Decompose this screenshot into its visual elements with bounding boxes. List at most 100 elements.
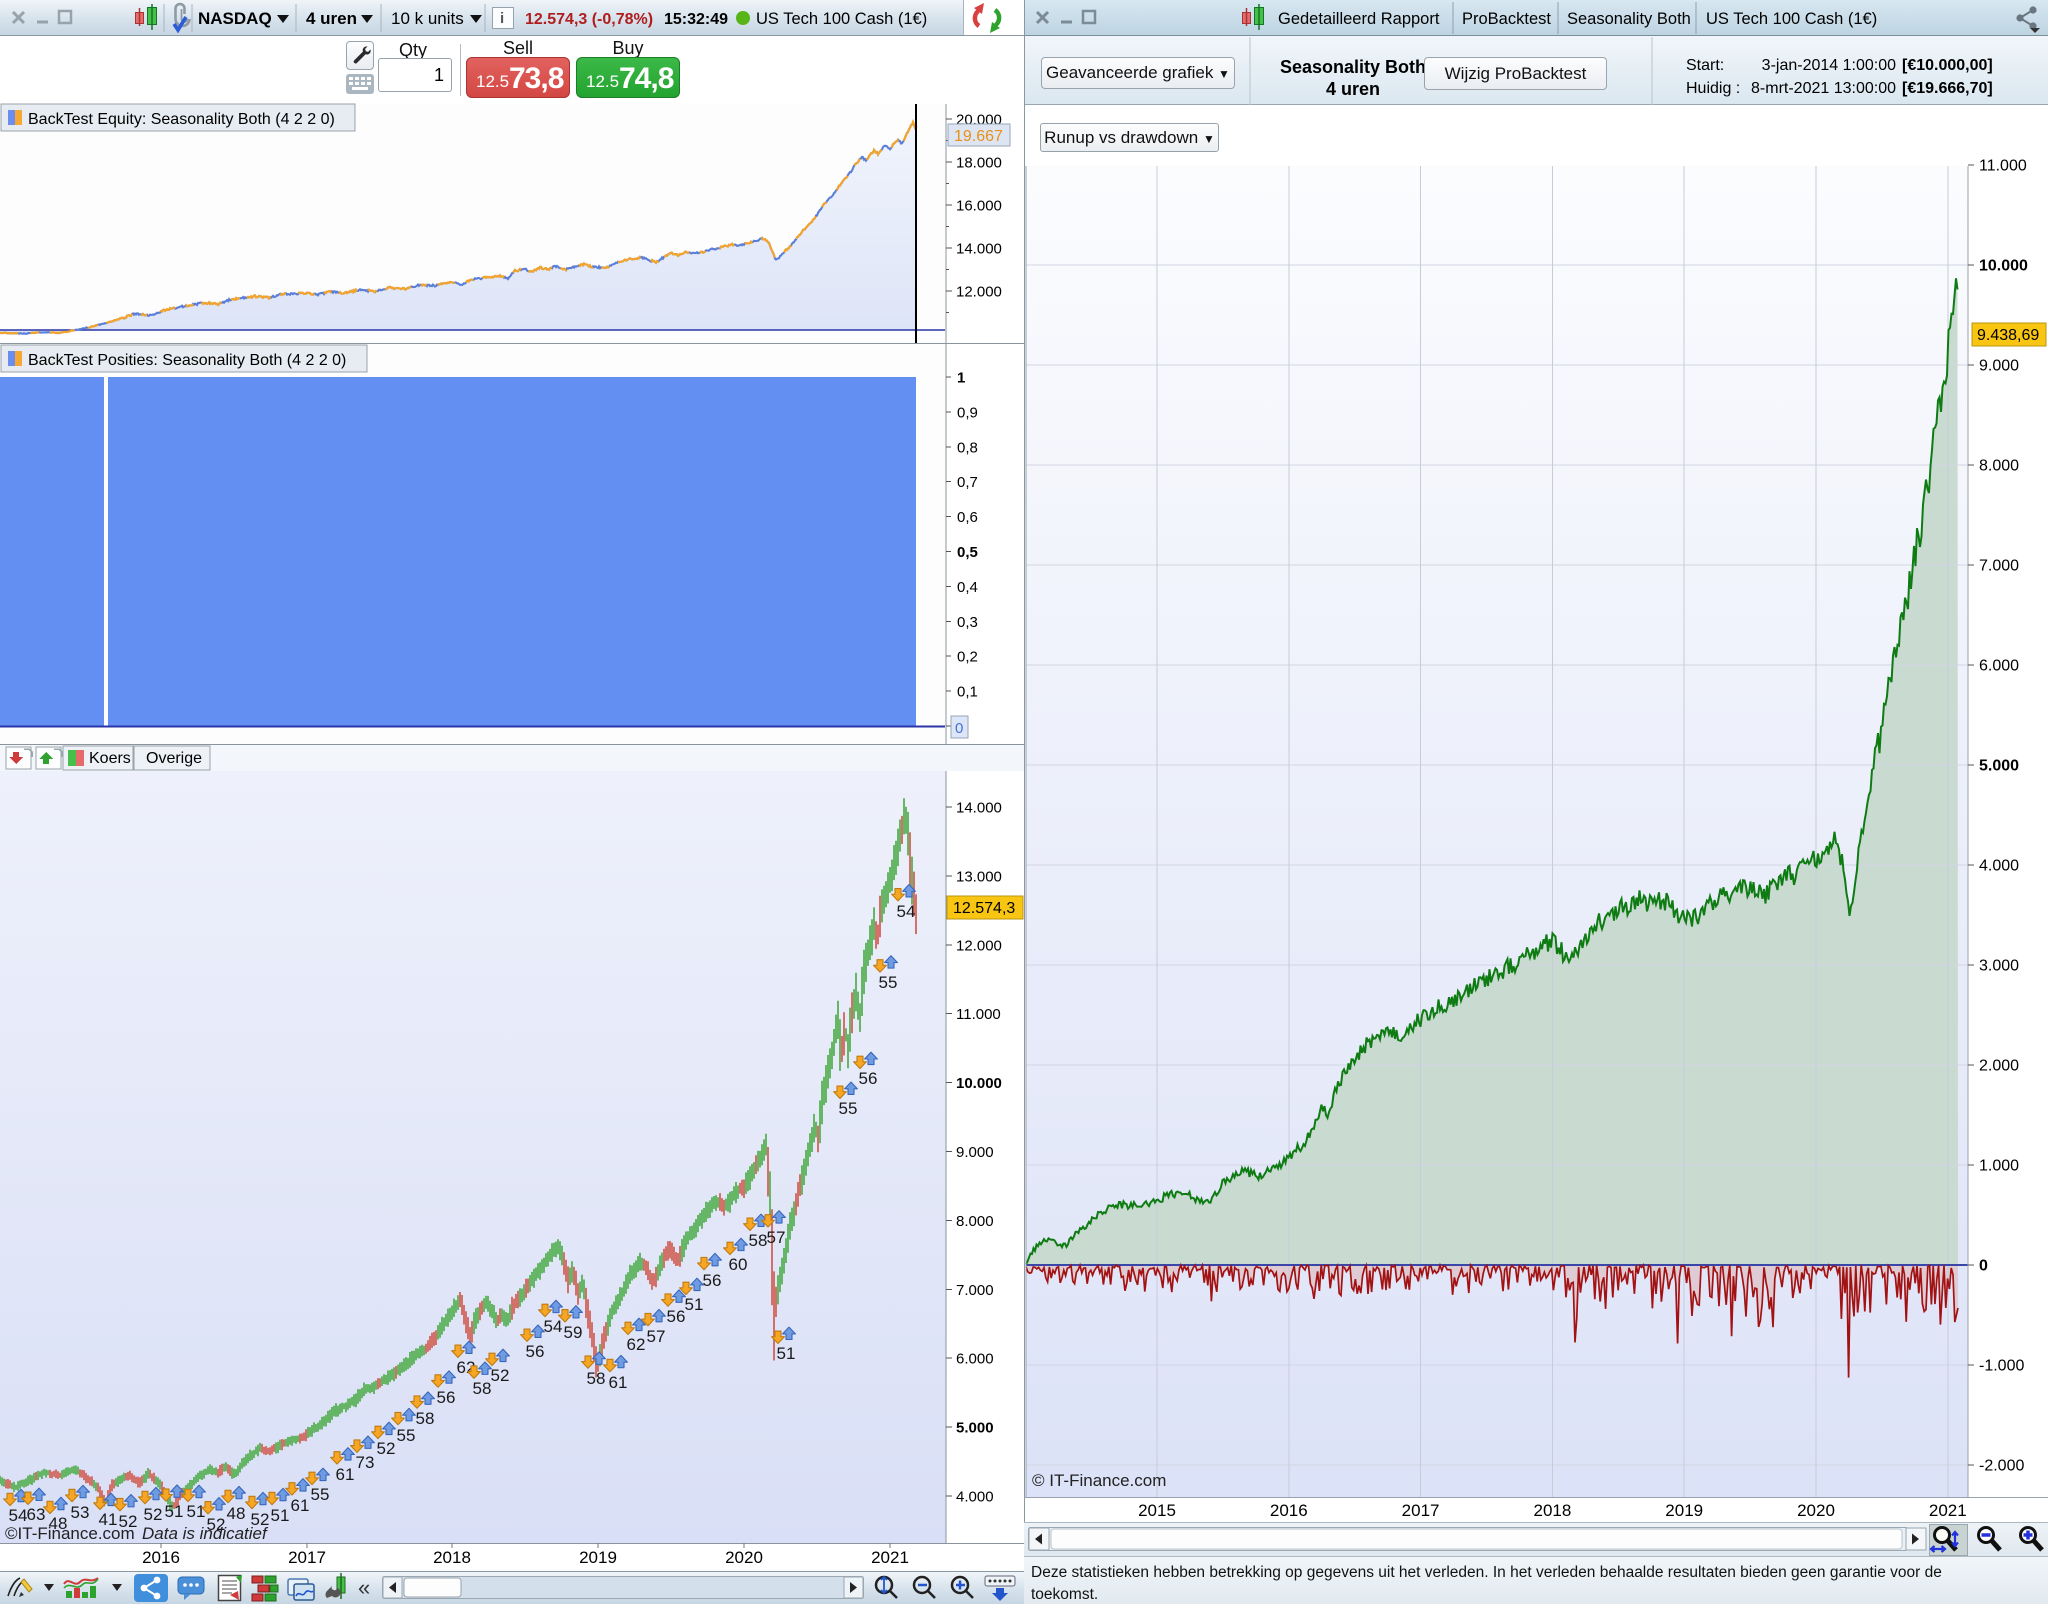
svg-text:0,3: 0,3 bbox=[957, 614, 978, 631]
svg-text:12.574,3 (-0,78%): 12.574,3 (-0,78%) bbox=[525, 11, 653, 28]
svg-text:48: 48 bbox=[227, 1504, 246, 1523]
svg-text:Gedetailleerd Rapport: Gedetailleerd Rapport bbox=[1278, 10, 1440, 28]
svg-text:12.000: 12.000 bbox=[956, 937, 1002, 954]
svg-text:12.574,3: 12.574,3 bbox=[953, 900, 1015, 917]
svg-text:2017: 2017 bbox=[1402, 1501, 1440, 1520]
svg-text:US Tech 100 Cash (1€): US Tech 100 Cash (1€) bbox=[1706, 10, 1877, 28]
svg-text:Koers: Koers bbox=[89, 750, 131, 767]
svg-text:52: 52 bbox=[377, 1439, 396, 1458]
svg-text:i: i bbox=[500, 10, 504, 27]
svg-text:19.667: 19.667 bbox=[954, 128, 1003, 145]
svg-text:NASDAQ: NASDAQ bbox=[198, 9, 272, 28]
svg-text:55: 55 bbox=[839, 1099, 858, 1118]
svg-text:6.000: 6.000 bbox=[1979, 658, 2019, 675]
svg-text:ProBacktest: ProBacktest bbox=[1462, 10, 1551, 28]
svg-text:BackTest Equity: Seasonality B: BackTest Equity: Seasonality Both (4 2 2… bbox=[28, 111, 335, 128]
svg-text:© IT-Finance.com: © IT-Finance.com bbox=[1032, 1471, 1166, 1490]
svg-text:1.000: 1.000 bbox=[1979, 1158, 2019, 1175]
svg-text:[€10.000,00]: [€10.000,00] bbox=[1902, 57, 1993, 74]
svg-text:0,2: 0,2 bbox=[957, 649, 978, 666]
svg-text:61: 61 bbox=[336, 1465, 355, 1484]
svg-text:0: 0 bbox=[1979, 1258, 1988, 1275]
svg-text:52: 52 bbox=[144, 1505, 163, 1524]
svg-text:61: 61 bbox=[291, 1496, 310, 1515]
svg-text:60: 60 bbox=[729, 1255, 748, 1274]
svg-text:5.000: 5.000 bbox=[1979, 758, 2019, 775]
svg-text:«: « bbox=[358, 1575, 370, 1600]
svg-text:58: 58 bbox=[416, 1409, 435, 1428]
svg-text:48: 48 bbox=[49, 1514, 68, 1533]
svg-text:2020: 2020 bbox=[725, 1548, 763, 1567]
svg-text:14.000: 14.000 bbox=[956, 800, 1002, 817]
svg-text:52: 52 bbox=[207, 1515, 226, 1534]
svg-text:Start:: Start: bbox=[1686, 57, 1724, 74]
svg-text:2017: 2017 bbox=[288, 1548, 326, 1567]
svg-text:-1.000: -1.000 bbox=[1979, 1358, 2024, 1375]
svg-text:7.000: 7.000 bbox=[1979, 558, 2019, 575]
svg-text:8.000: 8.000 bbox=[1979, 458, 2019, 475]
svg-text:53: 53 bbox=[71, 1503, 90, 1522]
svg-text:63: 63 bbox=[27, 1505, 46, 1524]
svg-text:[€19.666,70]: [€19.666,70] bbox=[1902, 80, 1993, 97]
svg-text:4 uren: 4 uren bbox=[306, 9, 357, 28]
svg-text:2018: 2018 bbox=[433, 1548, 471, 1567]
svg-text:59: 59 bbox=[564, 1323, 583, 1342]
svg-text:55: 55 bbox=[397, 1426, 416, 1445]
svg-text:54: 54 bbox=[9, 1506, 28, 1525]
svg-text:11.000: 11.000 bbox=[956, 1006, 1001, 1023]
svg-text:2021: 2021 bbox=[871, 1548, 909, 1567]
svg-text:55: 55 bbox=[879, 973, 898, 992]
svg-text:Seasonality Both: Seasonality Both bbox=[1567, 10, 1691, 28]
svg-text:2016: 2016 bbox=[142, 1548, 180, 1567]
svg-text:41: 41 bbox=[99, 1510, 118, 1529]
svg-text:56: 56 bbox=[703, 1271, 722, 1290]
svg-text:14.000: 14.000 bbox=[956, 241, 1002, 258]
svg-text:0,9: 0,9 bbox=[957, 404, 978, 421]
svg-text:2015: 2015 bbox=[1138, 1501, 1176, 1520]
svg-text:0,1: 0,1 bbox=[957, 684, 978, 701]
svg-text:56: 56 bbox=[667, 1307, 686, 1326]
svg-text:8.000: 8.000 bbox=[956, 1213, 994, 1230]
svg-text:10.000: 10.000 bbox=[956, 1075, 1002, 1092]
svg-text:0,7: 0,7 bbox=[957, 474, 978, 491]
svg-text:Seasonality Both: Seasonality Both bbox=[1280, 57, 1426, 77]
svg-text:0,5: 0,5 bbox=[957, 544, 978, 561]
svg-text:73: 73 bbox=[356, 1453, 375, 1472]
svg-text:2021: 2021 bbox=[1929, 1501, 1967, 1520]
svg-text:4.000: 4.000 bbox=[956, 1489, 994, 1506]
svg-text:10.000: 10.000 bbox=[1979, 258, 2028, 275]
svg-text:0,8: 0,8 bbox=[957, 439, 978, 456]
svg-text:54: 54 bbox=[897, 902, 916, 921]
svg-text:9.000: 9.000 bbox=[956, 1144, 994, 1161]
svg-text:2016: 2016 bbox=[1270, 1501, 1308, 1520]
svg-text:51: 51 bbox=[685, 1295, 704, 1314]
svg-text:51: 51 bbox=[777, 1344, 796, 1363]
svg-text:6.000: 6.000 bbox=[956, 1351, 994, 1368]
svg-text:9.438,69: 9.438,69 bbox=[1977, 327, 2039, 344]
svg-text:58: 58 bbox=[473, 1379, 492, 1398]
svg-text:2019: 2019 bbox=[1665, 1501, 1703, 1520]
svg-text:0,4: 0,4 bbox=[957, 579, 978, 596]
svg-text:BackTest Posities: Seasonality: BackTest Posities: Seasonality Both (4 2… bbox=[28, 352, 346, 369]
svg-text:57: 57 bbox=[767, 1228, 786, 1247]
svg-text:2.000: 2.000 bbox=[1979, 1058, 2019, 1075]
svg-text:4.000: 4.000 bbox=[1979, 858, 2019, 875]
svg-text:16.000: 16.000 bbox=[956, 198, 1002, 215]
svg-text:0,6: 0,6 bbox=[957, 509, 978, 526]
svg-text:52: 52 bbox=[491, 1366, 510, 1385]
svg-text:5.000: 5.000 bbox=[956, 1420, 994, 1437]
svg-text:12.000: 12.000 bbox=[956, 284, 1002, 301]
svg-text:©IT-Finance.com: ©IT-Finance.com bbox=[5, 1524, 135, 1543]
svg-text:7.000: 7.000 bbox=[956, 1282, 994, 1299]
svg-text:52: 52 bbox=[119, 1512, 138, 1531]
svg-text:2018: 2018 bbox=[1533, 1501, 1571, 1520]
svg-text:58: 58 bbox=[587, 1369, 606, 1388]
svg-text:52: 52 bbox=[251, 1510, 270, 1529]
svg-text:11.000: 11.000 bbox=[1979, 158, 2027, 175]
svg-text:61: 61 bbox=[609, 1373, 628, 1392]
svg-text:2020: 2020 bbox=[1797, 1501, 1835, 1520]
svg-text:3-jan-2014 1:00:00: 3-jan-2014 1:00:00 bbox=[1762, 57, 1896, 74]
svg-text:10 k units: 10 k units bbox=[391, 9, 464, 28]
svg-text:Huidig :: Huidig : bbox=[1686, 80, 1740, 97]
svg-text:0: 0 bbox=[955, 720, 963, 737]
